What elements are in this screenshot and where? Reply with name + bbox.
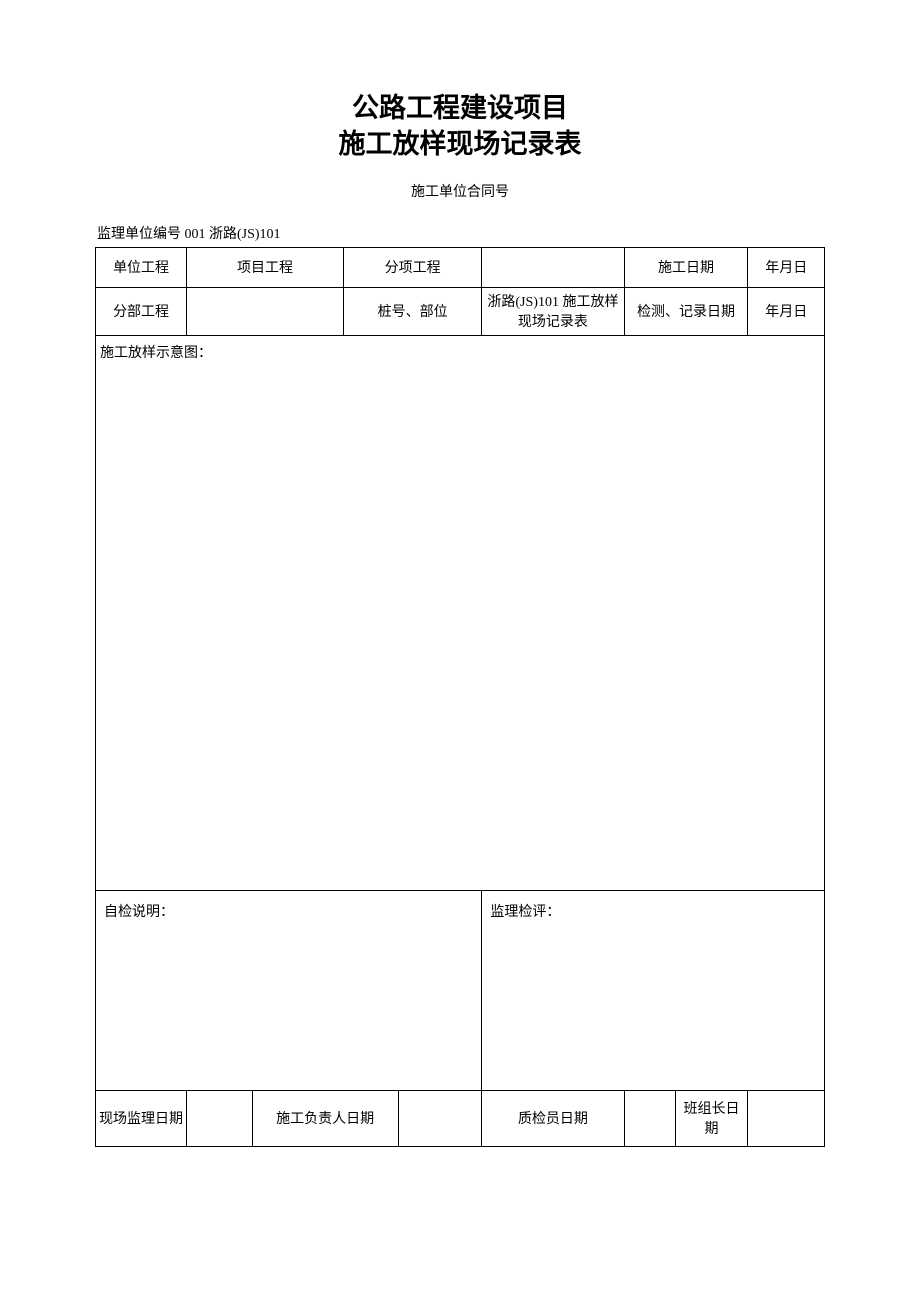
diagram-label: 施工放样示意图： [100,346,212,361]
table-row: 施工放样示意图： [96,335,825,890]
table-row: 自检说明： 监理检评： [96,890,825,1090]
cell-unit-project-label: 单位工程 [96,247,187,287]
page: 公路工程建设项目 施工放样现场记录表 施工单位合同号 监理单位编号 001 浙路… [0,0,920,1147]
table-row: 分部工程 桩号、部位 浙路(JS)101 施工放样现场记录表 检测、记录日期 年… [96,287,825,335]
cell-pile-label: 桩号、部位 [343,287,482,335]
table-row: 现场监理日期 施工负责人日期 质检员日期 班组长日期 [96,1090,825,1146]
cell-record-date-label: 检测、记录日期 [624,287,748,335]
self-check-area: 自检说明： [96,890,482,1090]
cell-construction-date-value: 年月日 [748,247,825,287]
supervisor-review-area: 监理检评： [482,890,825,1090]
sig-supervisor-value [187,1090,253,1146]
cell-section-label: 分部工程 [96,287,187,335]
self-check-label: 自检说明： [104,905,174,920]
diagram-area: 施工放样示意图： [96,335,825,890]
cell-section-value [187,287,344,335]
title-block: 公路工程建设项目 施工放样现场记录表 [95,90,825,163]
cell-subitem-value [482,247,624,287]
sig-supervisor-label: 现场监理日期 [96,1090,187,1146]
title-line-2: 施工放样现场记录表 [95,126,825,162]
sig-qc-value [624,1090,675,1146]
sig-construction-lead-label: 施工负责人日期 [252,1090,398,1146]
cell-pile-value: 浙路(JS)101 施工放样现场记录表 [482,287,624,335]
sig-construction-lead-value [398,1090,482,1146]
cell-subitem-label: 分项工程 [343,247,482,287]
cell-record-date-value: 年月日 [748,287,825,335]
cell-construction-date-label: 施工日期 [624,247,748,287]
table-row: 单位工程 项目工程 分项工程 施工日期 年月日 [96,247,825,287]
cell-project-engineering-label: 项目工程 [187,247,344,287]
header-line: 监理单位编号 001 浙路(JS)101 [95,223,825,243]
sig-team-lead-label: 班组长日期 [675,1090,748,1146]
sig-qc-label: 质检员日期 [482,1090,624,1146]
subtitle: 施工单位合同号 [95,181,825,201]
title-line-1: 公路工程建设项目 [95,90,825,126]
supervisor-review-label: 监理检评： [490,905,560,920]
form-table: 单位工程 项目工程 分项工程 施工日期 年月日 分部工程 桩号、部位 浙路(JS… [95,247,825,1147]
sig-team-lead-value [748,1090,825,1146]
